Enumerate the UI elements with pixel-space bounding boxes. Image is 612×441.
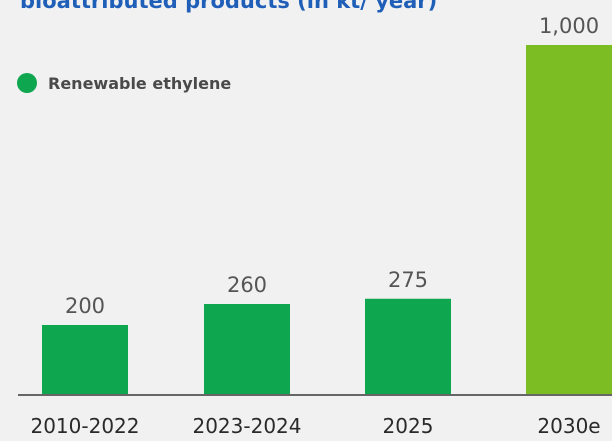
data-label-2023-2024: 260 — [227, 273, 267, 297]
data-label-2030e: 1,000 — [539, 14, 599, 38]
tick-labels-group: 2010-2022 2023-2024 2025 2030e — [30, 414, 600, 438]
x-tick-label-2010-2022: 2010-2022 — [30, 414, 139, 438]
value-labels-group: 200 260 275 1,000 — [65, 14, 599, 318]
bar-2010-2022 — [42, 325, 128, 395]
chart-title: bioattributed products (in kt/ year) — [20, 0, 437, 13]
data-label-2025: 275 — [388, 268, 428, 292]
x-tick-label-2023-2024: 2023-2024 — [192, 414, 301, 438]
x-tick-label-2030e: 2030e — [537, 414, 600, 438]
data-label-2010-2022: 200 — [65, 294, 105, 318]
bar-2030e — [526, 45, 612, 395]
legend: Renewable ethylene — [17, 73, 231, 93]
x-tick-label-2025: 2025 — [383, 414, 434, 438]
bar-2025 — [365, 298, 451, 395]
bar-2023-2024 — [204, 304, 290, 395]
legend-label: Renewable ethylene — [48, 74, 231, 93]
bars-group — [42, 45, 612, 395]
legend-marker — [17, 73, 37, 93]
